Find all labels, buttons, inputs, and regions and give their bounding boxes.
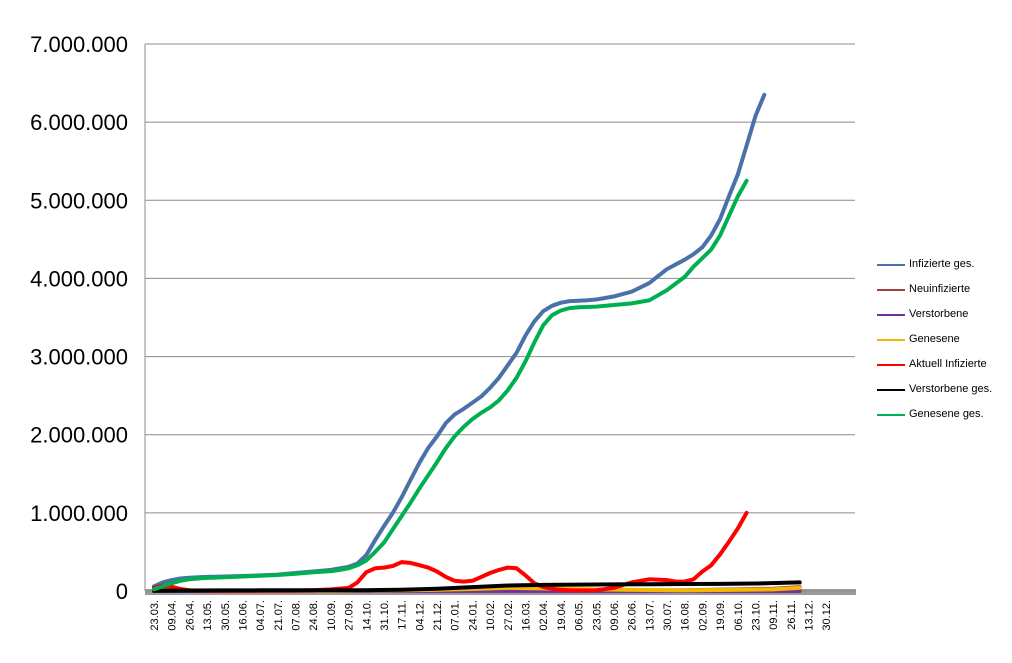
series-lines (152, 92, 802, 593)
x-tick-label: 23.03. (149, 600, 161, 631)
x-tick-label: 10.02. (485, 600, 497, 631)
x-tick-label: 06.05. (574, 600, 586, 631)
y-tick-label: 4.000.000 (30, 266, 128, 291)
y-tick-label: 7.000.000 (30, 32, 128, 57)
x-tick-label: 23.10. (750, 600, 762, 631)
y-tick-label: 3.000.000 (30, 345, 128, 370)
x-tick-label: 27.09. (344, 600, 356, 631)
x-tick-label: 16.03. (520, 600, 532, 631)
x-tick-label: 26.06. (627, 600, 639, 631)
x-tick-label: 31.10. (379, 600, 391, 631)
legend-swatch (877, 389, 905, 391)
series-line-aktuell-infizierte (152, 510, 749, 593)
x-tick-label: 30.05. (220, 600, 232, 631)
x-tick-label: 02.04. (538, 600, 550, 631)
x-tick-label: 06.10. (733, 600, 745, 631)
x-tick-label: 16.08. (680, 600, 692, 631)
y-tick-label: 2.000.000 (30, 423, 128, 448)
legend-label: Neuinfizierte (909, 283, 971, 295)
legend-swatch (877, 414, 905, 416)
y-axis-tick-labels: 0 1.000.000 2.000.000 3.000.000 4.000.000 5.0… (30, 32, 128, 604)
x-tick-label: 13.12. (804, 600, 816, 631)
x-tick-label: 07.01. (450, 600, 462, 631)
legend-label: Verstorbene ges. (909, 383, 993, 395)
x-tick-label: 02.09. (697, 600, 709, 631)
x-tick-label: 27.02. (503, 600, 515, 631)
x-tick-label: 10.09. (326, 600, 338, 631)
x-tick-label: 16.06. (237, 600, 249, 631)
legend-swatch (877, 364, 905, 366)
x-tick-label: 13.07. (644, 600, 656, 631)
x-tick-label: 26.11. (786, 600, 798, 630)
legend-label: Verstorbene (909, 308, 969, 320)
legend-label: Infizierte ges. (909, 258, 975, 270)
legend-label: Aktuell Infizierte (909, 358, 987, 370)
x-tick-label: 04.07. (255, 600, 267, 631)
x-tick-label: 17.11. (397, 600, 409, 630)
x-tick-label: 19.04. (556, 600, 568, 631)
y-tick-label: 0 (116, 579, 128, 604)
legend-swatch (877, 264, 905, 266)
x-tick-label: 13.05. (202, 600, 214, 631)
x-tick-label: 19.09. (715, 600, 727, 631)
series-line-genesene-ges (152, 178, 749, 592)
legend-label: Genesene (909, 333, 960, 345)
y-tick-label: 6.000.000 (30, 110, 128, 135)
x-tick-label: 04.12. (414, 600, 426, 631)
legend-swatch (877, 314, 905, 316)
x-tick-label: 21.07. (273, 600, 285, 631)
x-tick-label: 09.11. (768, 600, 780, 630)
x-tick-label: 14.10. (361, 600, 373, 631)
series-line-verstorbene-ges (152, 580, 802, 593)
x-tick-label: 21.12. (432, 600, 444, 631)
x-tick-label: 30.12. (821, 600, 833, 631)
legend-swatch (877, 289, 905, 291)
x-tick-label: 09.04. (167, 600, 179, 631)
y-tick-label: 5.000.000 (30, 188, 128, 213)
x-axis-tick-labels: 23.03. 09.04. 26.04. 13.05. 30.05. 16.06. 04.0… (149, 600, 833, 631)
x-tick-label: 24.08. (308, 600, 320, 631)
y-tick-label: 1.000.000 (30, 501, 128, 526)
x-tick-label: 24.01. (467, 600, 479, 631)
grid-lines (144, 43, 855, 591)
x-tick-label: 09.06. (609, 600, 621, 631)
x-tick-label: 07.08. (291, 600, 303, 631)
legend-label: Genesene ges. (909, 408, 984, 420)
x-tick-label: 23.05. (591, 600, 603, 631)
x-tick-label: 26.04. (184, 600, 196, 631)
legend-swatch (877, 339, 905, 341)
x-tick-label: 30.07. (662, 600, 674, 631)
